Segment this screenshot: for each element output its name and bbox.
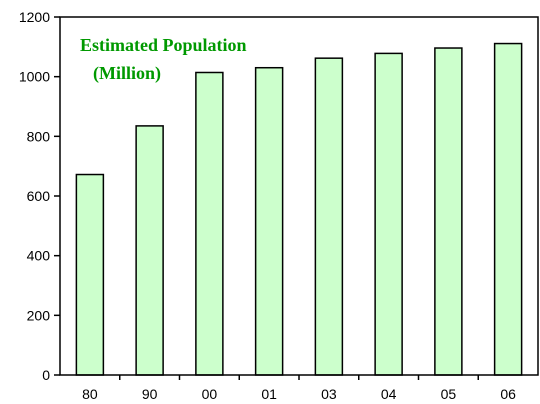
y-tick-label: 600 — [27, 188, 51, 204]
x-tick-label-06: 06 — [500, 386, 516, 402]
bar-80 — [75, 173, 105, 376]
chart-title-line-1: Estimated Population — [80, 35, 247, 55]
plot-area-frame — [59, 16, 539, 376]
y-tick-label: 0 — [42, 367, 50, 383]
x-tick-label-00: 00 — [202, 386, 218, 402]
x-tick-label-90: 90 — [142, 386, 158, 402]
y-tick-label: 800 — [27, 128, 51, 144]
bar-04 — [374, 52, 403, 376]
bar-01 — [254, 66, 284, 376]
y-tick-label: 400 — [27, 248, 51, 264]
bar-03 — [314, 57, 344, 376]
x-tick-label-04: 04 — [381, 386, 397, 402]
x-tick-label-03: 03 — [321, 386, 337, 402]
bar-00 — [195, 71, 224, 376]
bar-05 — [434, 47, 463, 376]
x-tick-label-05: 05 — [441, 386, 457, 402]
y-axis-ticks: 0 200 400 600 800 1000 1200 — [19, 9, 60, 383]
x-tick-label-01: 01 — [261, 386, 277, 402]
bar-06 — [493, 42, 523, 376]
y-tick-label: 200 — [27, 307, 51, 323]
x-tick-label-80: 80 — [82, 386, 98, 402]
bars — [75, 42, 523, 376]
y-tick-label: 1000 — [19, 69, 50, 85]
x-axis-ticks: 80 90 00 01 03 04 05 06 — [82, 375, 516, 402]
chart-title-line-2: (Million) — [93, 63, 161, 84]
bar-90 — [135, 125, 164, 376]
y-tick-label: 1200 — [19, 9, 50, 25]
